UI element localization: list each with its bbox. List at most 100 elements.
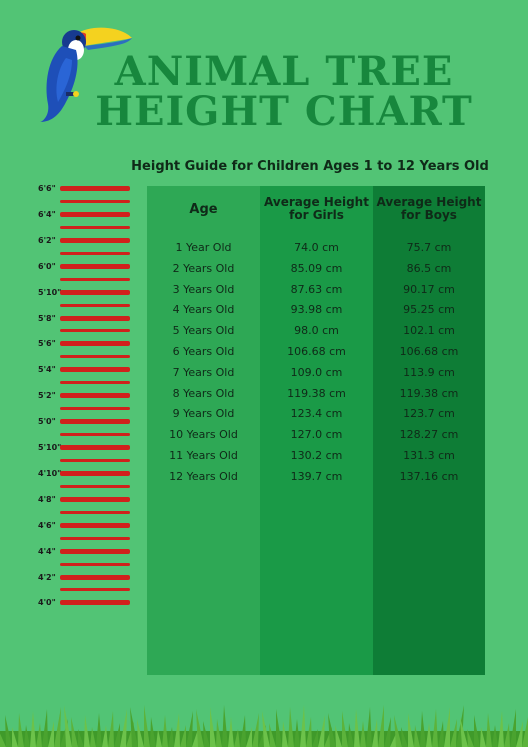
ruler-minor-bar <box>60 433 130 437</box>
age-cell: 2 Years Old <box>172 261 235 275</box>
age-cell: 4 Years Old <box>172 303 235 317</box>
girls-cell: 106.68 cm <box>287 344 346 358</box>
ruler-bar <box>60 289 130 295</box>
ruler-label: 4'4" <box>38 546 56 556</box>
age-cell: 11 Years Old <box>169 448 238 462</box>
boys-header: Average Height for Boys <box>373 196 485 222</box>
age-cell: 12 Years Old <box>169 469 238 483</box>
ruler-bar <box>60 445 130 450</box>
girls-header-line-2: for Girls <box>289 208 344 222</box>
title-line-1: ANIMAL TREE <box>114 48 454 95</box>
ruler-minor-bar <box>60 510 130 514</box>
ruler-bar <box>60 315 130 321</box>
age-cell: 5 Years Old <box>172 324 235 338</box>
boys-cell: 106.68 cm <box>399 344 459 358</box>
ruler-label: 4'2" <box>38 572 56 582</box>
girls-cell: 87.63 cm <box>290 282 343 296</box>
ruler-minor-bar <box>60 199 130 203</box>
girls-cell: 127.0 cm <box>290 428 343 442</box>
ruler-bar <box>60 367 130 373</box>
ruler-label: 4'10" <box>38 468 62 478</box>
boys-cell: 119.38 cm <box>399 386 459 400</box>
age-cell: 3 Years Old <box>172 282 235 296</box>
ruler-minor-bar <box>60 329 130 333</box>
boys-cell: 123.7 cm <box>403 407 455 421</box>
ruler-minor-bar <box>60 562 130 566</box>
girls-cell: 93.98 cm <box>290 303 343 317</box>
age-cell: 6 Years Old <box>172 344 235 358</box>
boys-cell: 90.17 cm <box>403 282 455 296</box>
height-table: Age 1 Year Old 2 Years Old 3 Years Old 4 Ye… <box>147 186 485 675</box>
subtitle: Height Guide for Children Ages 1 to 12 Y… <box>131 159 489 174</box>
boys-header-line-2: for Boys <box>401 208 457 222</box>
boys-cell: 128.27 cm <box>399 428 459 442</box>
boys-cell: 131.3 cm <box>403 448 455 462</box>
ruler-minor-bar <box>60 355 130 359</box>
age-rows: 1 Year Old 2 Years Old 3 Years Old 4 Years … <box>147 238 260 488</box>
girls-header: Average Height for Girls <box>260 196 373 222</box>
grass-decoration <box>0 705 528 747</box>
ruler-label: 6'6" <box>38 184 56 193</box>
ruler-minor-bar <box>60 588 130 592</box>
girls-rows: 74.0 cm 85.09 cm 87.63 cm 93.98 cm 98.0 cm 10… <box>260 238 373 488</box>
ruler-minor-bar <box>60 381 130 385</box>
ruler-label: 4'0" <box>38 598 56 608</box>
ruler-bar <box>60 211 130 217</box>
ruler-label: 6'0" <box>38 261 56 271</box>
ruler-bar <box>60 522 130 528</box>
ruler-bar <box>60 186 130 191</box>
boys-cell: 95.25 cm <box>403 303 455 317</box>
girls-cell: 123.4 cm <box>290 407 343 421</box>
ruler-minor-bar <box>60 407 130 411</box>
ruler-minor-bar <box>60 225 130 229</box>
girls-column: Average Height for Girls 74.0 cm 85.09 cm… <box>260 186 373 675</box>
ruler-bar <box>60 574 130 580</box>
girls-header-line-1: Average Height <box>264 195 369 209</box>
ruler-minor-bar <box>60 536 130 540</box>
boys-cell: 86.5 cm <box>406 261 452 275</box>
boys-rows: 75.7 cm 86.5 cm 90.17 cm 95.25 cm 102.1 cm 10… <box>373 238 485 488</box>
ruler-bar <box>60 600 130 606</box>
boys-cell: 137.16 cm <box>399 469 459 483</box>
ruler-bar <box>60 393 130 399</box>
age-cell: 1 Year Old <box>175 241 232 254</box>
girls-cell: 119.38 cm <box>287 386 346 400</box>
ruler-label: 5'4" <box>38 365 56 375</box>
ruler-bar <box>60 263 130 269</box>
girls-cell: 74.0 cm <box>294 241 339 254</box>
ruler-bar <box>60 341 130 347</box>
age-column: Age 1 Year Old 2 Years Old 3 Years Old 4 Ye… <box>147 186 260 675</box>
girls-cell: 109.0 cm <box>290 365 343 379</box>
ruler-label: 6'2" <box>38 235 56 245</box>
title-line-2: HEIGHT CHART <box>95 88 473 135</box>
age-header: Age <box>189 202 218 217</box>
ruler-label: 5'0" <box>38 417 56 427</box>
ruler-minor-bar <box>60 484 130 488</box>
height-ruler: 6'6" 6'4" 6'2" 6'0" 5'10" 5'8" 5'6" 5'4" 5'2" 5'0… <box>0 0 140 747</box>
ruler-bar <box>60 496 130 502</box>
boys-cell: 102.1 cm <box>403 324 455 338</box>
ruler-bar <box>60 237 130 243</box>
page-title: ANIMAL TREE HEIGHT CHART <box>84 52 484 132</box>
boys-header-line-1: Average Height <box>376 195 482 209</box>
ruler-minor-bar <box>60 251 130 255</box>
ruler-bar <box>60 419 130 425</box>
girls-cell: 85.09 cm <box>290 261 343 275</box>
ruler-minor-bar <box>60 277 130 281</box>
age-cell: 7 Years Old <box>172 365 235 379</box>
ruler-label: 5'8" <box>38 313 56 323</box>
boys-column: Average Height for Boys 75.7 cm 86.5 cm 90… <box>373 186 485 675</box>
boys-cell: 113.9 cm <box>403 365 455 379</box>
ruler-label: 5'10" <box>38 287 62 297</box>
age-cell: 9 Years Old <box>172 407 235 421</box>
ruler-label: 4'8" <box>38 494 56 504</box>
ruler-bar <box>60 470 130 476</box>
girls-cell: 139.7 cm <box>290 469 343 483</box>
ruler-label: 5'6" <box>38 339 56 349</box>
ruler-minor-bar <box>60 303 130 307</box>
toucan-icon <box>40 27 132 122</box>
boys-cell: 75.7 cm <box>406 241 452 254</box>
age-cell: 8 Years Old <box>172 386 235 400</box>
ruler-label: 6'4" <box>38 209 56 219</box>
ruler-label: 5'2" <box>38 391 56 401</box>
